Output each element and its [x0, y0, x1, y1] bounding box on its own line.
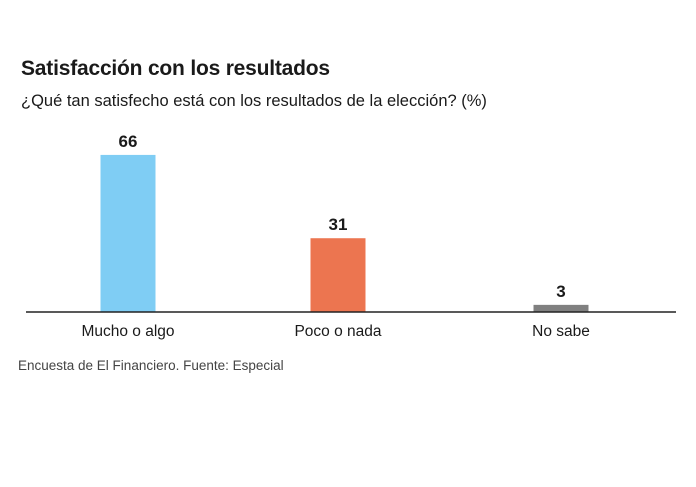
- chart-title: Satisfacción con los resultados: [21, 57, 330, 80]
- data-label: 66: [119, 132, 138, 151]
- source-note: Encuesta de El Financiero. Fuente: Espec…: [18, 358, 284, 373]
- chart-subtitle: ¿Qué tan satisfecho está con los resulta…: [21, 92, 487, 110]
- data-label: 31: [329, 215, 348, 234]
- bar-poco-o-nada: [310, 238, 366, 312]
- bar-mucho-o-algo: [100, 154, 156, 312]
- bar-no-sabe: [533, 304, 589, 312]
- data-label: 3: [556, 282, 565, 301]
- category-label: No sabe: [532, 323, 590, 340]
- category-label: Poco o nada: [294, 323, 381, 340]
- category-label: Mucho o algo: [81, 323, 174, 340]
